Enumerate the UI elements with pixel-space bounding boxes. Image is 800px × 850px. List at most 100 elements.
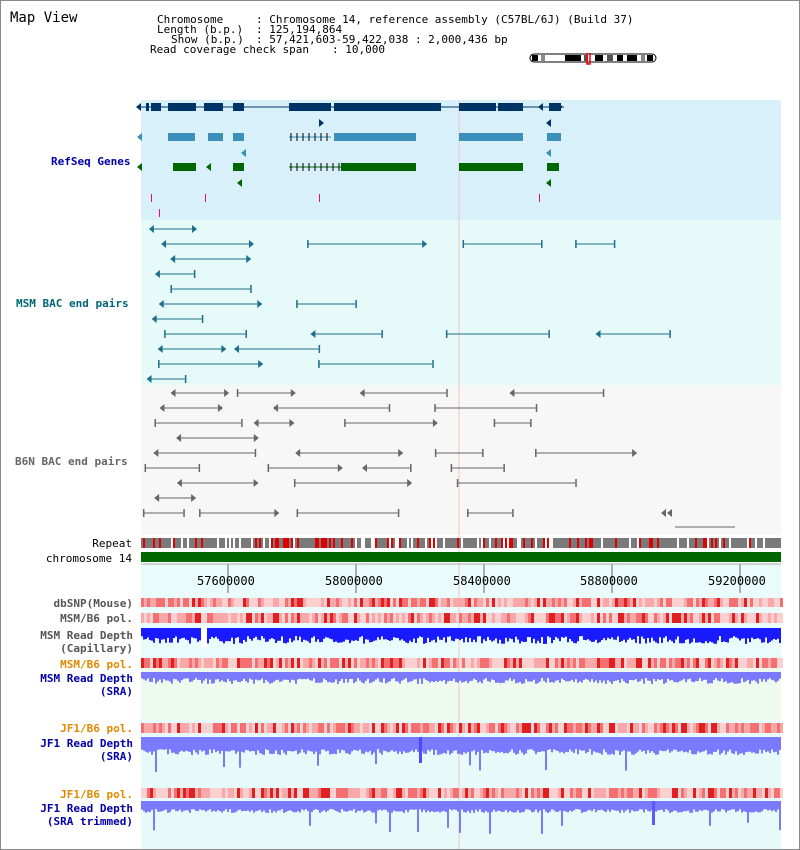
heat-cell [414,658,417,668]
heat-cell [390,613,393,623]
chromosome-ideogram[interactable] [529,53,659,65]
heat-cell [597,723,600,733]
heat-cell [438,723,441,733]
depth-bar [677,737,679,752]
depth-bar [641,737,643,752]
heat-cell [540,658,543,668]
heat-cell [375,658,378,668]
depth-bar [685,737,687,752]
heat-cell [549,658,552,668]
depth-bar [555,801,557,812]
depth-bar [195,672,197,679]
heat-cell [549,788,552,798]
heat-cell [408,613,411,623]
depth-bar [495,672,497,683]
depth-bar [675,672,677,683]
depth-bar [767,737,769,752]
heat-cell [666,598,669,607]
depth-bar [465,628,467,638]
depth-bar [157,801,159,812]
repeat-mark [535,538,537,548]
gene-exon [498,103,523,111]
depth-bar [491,628,493,642]
depth-bar [541,672,543,679]
heat-cell [585,598,588,607]
depth-bar [263,801,265,811]
depth-bar [249,672,251,679]
heat-cell [291,613,294,623]
depth-bar [215,672,217,680]
repeat-mark [457,538,459,548]
heat-cell [249,658,252,668]
depth-bar [583,737,585,751]
heat-cell [612,613,615,623]
heat-cell [351,788,354,798]
heat-cell [459,613,462,623]
heat-cell [273,788,276,798]
heat-cell [363,613,366,623]
depth-bar [357,737,359,751]
heat-cell [537,658,540,668]
heat-cell [633,613,636,623]
heat-cell [177,598,180,607]
heat-cell [321,788,324,798]
repeat-mark [501,538,503,548]
heat-cell [744,598,747,607]
depth-bar [337,737,339,750]
depth-bar [777,672,779,681]
heat-cell [240,788,243,798]
depth-bar [171,737,173,753]
strand-arrow [154,270,160,278]
depth-bar [347,672,349,683]
heat-cell [474,723,477,733]
heat-cell [204,598,207,607]
depth-bar [717,737,719,750]
depth-bar [179,672,181,683]
heat-cell [252,658,255,668]
heat-cell [207,598,210,607]
heat-cell [756,658,759,668]
depth-bar [425,628,427,643]
depth-bar [669,672,671,681]
heat-cell [474,598,477,607]
depth-bar [297,801,299,812]
depth-bar [179,801,181,810]
strand-arrow [295,449,301,457]
heat-cell [270,658,273,668]
heat-cell [300,723,303,733]
heat-cell [372,658,375,668]
depth-bar [337,801,339,812]
depth-bar [601,672,603,683]
heat-cell [369,788,372,798]
heat-cell [708,788,711,798]
depth-bar [657,628,659,644]
depth-bar [429,737,431,752]
depth-bar [539,672,541,682]
heat-cell [438,613,441,623]
depth-bar [633,801,635,812]
heat-cell [555,788,558,798]
heat-cell [321,723,324,733]
heat-cell [354,613,357,623]
depth-bar [315,801,317,810]
depth-bar [599,672,601,681]
heat-cell [171,788,174,798]
repeat-mark [523,538,525,548]
depth-bar [173,737,175,753]
depth-bar [503,801,505,812]
depth-bar [185,628,187,640]
depth-bar [691,628,693,643]
heat-cell [501,613,504,623]
depth-bar [167,737,169,755]
repeat-mark [507,538,509,548]
heat-cell [177,658,180,668]
heat-cell [195,658,198,668]
depth-spike [419,737,422,763]
depth-bar [595,737,597,753]
heat-cell [711,598,714,607]
depth-bar [389,628,391,641]
depth-bar [503,737,505,754]
depth-bar [299,737,301,753]
depth-bar [451,801,453,811]
